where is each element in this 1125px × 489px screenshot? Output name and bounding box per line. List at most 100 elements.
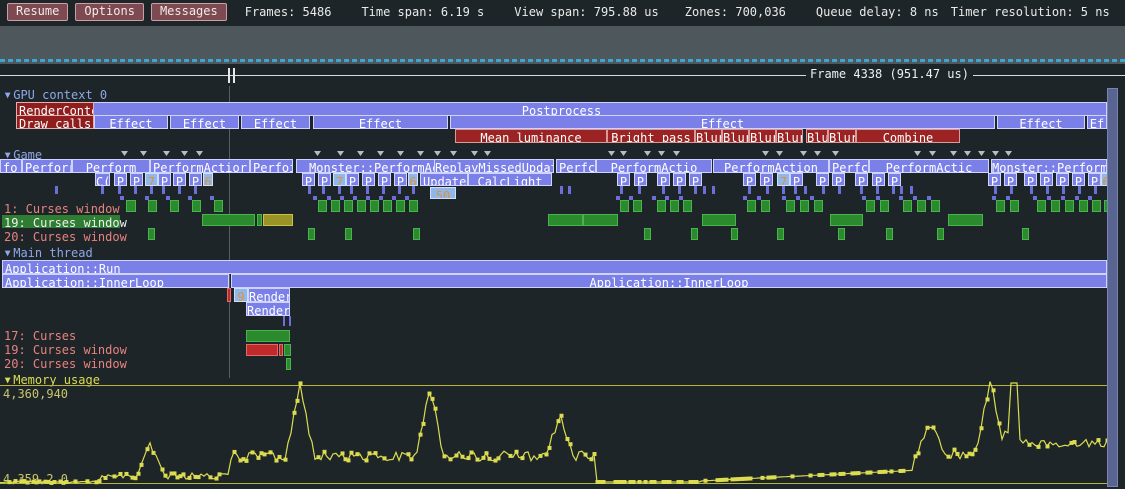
- game-subzone-chip[interactable]: P: [378, 173, 391, 186]
- gpu-pass-zone[interactable]: Bright pass: [607, 129, 695, 143]
- gpu-pass-zone[interactable]: Combine: [856, 129, 960, 143]
- game-subzone-chip[interactable]: C(: [95, 173, 110, 186]
- gpu-pass-zone[interactable]: Mean luminance: [455, 129, 607, 143]
- game-zone[interactable]: fo: [0, 159, 22, 173]
- game-subzone-chip[interactable]: 7: [333, 173, 346, 186]
- curses-1-bar[interactable]: [761, 200, 770, 212]
- game-subzone-chip[interactable]: P: [988, 173, 1001, 186]
- game-subzone-chip[interactable]: P: [617, 173, 630, 186]
- game-subzone-chip[interactable]: P: [173, 173, 186, 186]
- calclight-zone[interactable]: CalcLight: [468, 173, 552, 186]
- game-subzone-chip[interactable]: P: [1040, 173, 1053, 186]
- game-subzone-chip[interactable]: P: [1004, 173, 1017, 186]
- curses-20-bar[interactable]: [731, 228, 738, 240]
- curses-20-bar[interactable]: [345, 228, 352, 240]
- curses-1-bar[interactable]: [1079, 200, 1088, 212]
- game-subzone-chip[interactable]: P: [743, 173, 756, 186]
- curses-19-bar[interactable]: [257, 214, 262, 226]
- game-zone[interactable]: PerformActior: [150, 159, 250, 173]
- resume-button[interactable]: Resume: [7, 2, 69, 21]
- curses-19-bar[interactable]: [202, 214, 255, 226]
- gpu-effect-zone[interactable]: Effect: [450, 115, 995, 129]
- gpu-effect-zone[interactable]: Effect: [241, 115, 310, 129]
- game-subzone-chip[interactable]: 7: [145, 173, 158, 186]
- timeline-ruler[interactable]: Frame 4338 (951.47 us): [0, 66, 1125, 86]
- game-zone[interactable]: ReplayMissedUpdates: [434, 159, 554, 173]
- curses-1-bar[interactable]: [148, 200, 157, 212]
- game-subzone-chip[interactable]: P: [1088, 173, 1101, 186]
- curses-20-bar[interactable]: [286, 358, 291, 370]
- curses-1-bar[interactable]: [683, 200, 692, 212]
- render-context-row-label[interactable]: RenderConte: [16, 102, 94, 116]
- game-zone[interactable]: Perfc: [556, 159, 596, 173]
- curses-window-row-1-label[interactable]: 1: Curses window: [4, 202, 120, 216]
- curses-19-bar[interactable]: [948, 214, 983, 226]
- group-memory-usage[interactable]: ▼ Memory usage: [4, 373, 100, 387]
- curses-19-bar[interactable]: [702, 214, 736, 226]
- game-subzone-chip[interactable]: 6: [203, 173, 213, 186]
- game-subzone-chip[interactable]: P: [189, 173, 202, 186]
- curses-20-bar[interactable]: [148, 228, 155, 240]
- curses-19-bar-red2[interactable]: [279, 344, 283, 356]
- curses-1-bar[interactable]: [1051, 200, 1060, 212]
- game-zone[interactable]: PerformAction: [713, 159, 829, 173]
- gpu-render-context-zone[interactable]: Postprocess: [16, 102, 1107, 116]
- calclight-count-chip[interactable]: 50: [430, 187, 456, 199]
- curses-19-bar[interactable]: [548, 214, 583, 226]
- curses-window-row-19b-label[interactable]: 19: Curses window: [4, 343, 127, 357]
- game-subzone-chip[interactable]: P: [362, 173, 375, 186]
- curses-1-bar[interactable]: [370, 200, 379, 212]
- curses-20-bar[interactable]: [413, 228, 420, 240]
- game-subzone-chip[interactable]: P: [760, 173, 773, 186]
- game-subzone-chip[interactable]: P: [634, 173, 647, 186]
- curses-1-bar[interactable]: [903, 200, 912, 212]
- curses-1-bar[interactable]: [1037, 200, 1046, 212]
- game-zone[interactable]: Perfoi: [250, 159, 293, 173]
- gpu-effect-zone[interactable]: Effect: [997, 115, 1085, 129]
- curses-20-bar[interactable]: [937, 228, 944, 240]
- curses-1-bar[interactable]: [633, 200, 642, 212]
- game-subzone-chip[interactable]: 7: [777, 173, 790, 186]
- draw-calls-row-label[interactable]: Draw calls: [16, 115, 94, 129]
- curses-1-bar[interactable]: [620, 200, 629, 212]
- curses-1-bar[interactable]: [396, 200, 405, 212]
- curses-17-bar[interactable]: [246, 330, 290, 342]
- curses-19-bar-red[interactable]: [246, 344, 278, 356]
- curses-1-bar[interactable]: [866, 200, 875, 212]
- game-subzone-chip[interactable]: P: [689, 173, 702, 186]
- curses-19-bar[interactable]: [263, 214, 293, 226]
- curses-window-row-19-label[interactable]: 19: Curses window: [4, 216, 127, 230]
- curses-1-bar[interactable]: [1065, 200, 1074, 212]
- game-zone[interactable]: PerformActio: [596, 159, 712, 173]
- curses-1-bar[interactable]: [670, 200, 679, 212]
- curses-1-bar[interactable]: [800, 200, 809, 212]
- curses-1-bar[interactable]: [814, 200, 823, 212]
- messages-button[interactable]: Messages: [150, 2, 227, 21]
- game-subzone-chip[interactable]: P: [302, 173, 315, 186]
- curses-window-row-20b-label[interactable]: 20: Curses window: [4, 357, 127, 371]
- curses-20-bar[interactable]: [838, 228, 845, 240]
- game-zone[interactable]: Perform: [72, 159, 150, 173]
- game-subzone-chip[interactable]: P: [158, 173, 171, 186]
- curses-20-bar[interactable]: [308, 228, 315, 240]
- update-zone[interactable]: Update: [420, 173, 468, 186]
- game-subzone-chip[interactable]: P: [1072, 173, 1085, 186]
- curses-1-bar[interactable]: [996, 200, 1005, 212]
- gpu-pass-zone[interactable]: Blur: [828, 129, 856, 143]
- options-button[interactable]: Options: [75, 2, 144, 21]
- game-subzone-chip[interactable]: P: [855, 173, 868, 186]
- curses-19-bar[interactable]: [583, 214, 618, 226]
- curses-20-bar[interactable]: [777, 228, 784, 240]
- game-subzone-chip[interactable]: P: [888, 173, 901, 186]
- curses-1-bar[interactable]: [126, 200, 136, 212]
- curses-20-bar[interactable]: [886, 228, 893, 240]
- curses-20-bar[interactable]: [691, 228, 698, 240]
- curses-1-bar[interactable]: [880, 200, 889, 212]
- curses-1-bar[interactable]: [747, 200, 756, 212]
- game-subzone-chip[interactable]: P: [114, 173, 127, 186]
- gpu-effect-zone[interactable]: Effect: [94, 115, 168, 129]
- curses-1-bar[interactable]: [192, 200, 201, 212]
- game-subzone-chip[interactable]: P: [346, 173, 359, 186]
- curses-1-bar[interactable]: [1092, 200, 1101, 212]
- group-main-thread[interactable]: ▼ Main thread: [4, 246, 93, 260]
